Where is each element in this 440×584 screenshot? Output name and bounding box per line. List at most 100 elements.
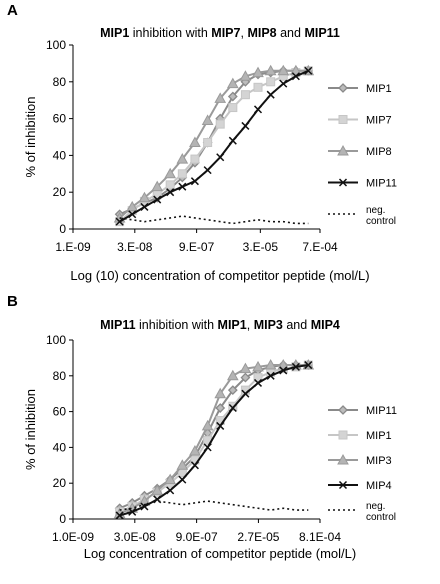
data-point: [279, 366, 288, 375]
legend-entry: MIP4: [328, 480, 392, 492]
chart-a: 0 20 40 60 80 100 % of inhibition 1.E-09 3.E-08 9…: [23, 38, 397, 254]
x-tick-label: 1.0E-09: [52, 530, 94, 544]
series-line: [119, 69, 309, 223]
title-fragment: MIP3: [253, 318, 283, 332]
data-point: [189, 444, 201, 456]
legend-entry: MIP11: [328, 405, 397, 417]
legend-marker: [338, 115, 348, 124]
legend-label: MIP11: [366, 405, 397, 417]
data-point: [239, 70, 252, 81]
data-point: [190, 177, 199, 186]
data-point: [227, 385, 238, 396]
x-tick-label: 3.0E-08: [114, 530, 156, 544]
data-point: [126, 200, 139, 212]
legend-entry: neg.control: [328, 501, 396, 523]
data-point: [201, 419, 214, 431]
panel-label-a: A: [7, 2, 18, 19]
title-fragment: MIP8: [247, 26, 277, 40]
title-fragment: and: [282, 318, 311, 332]
x-axis-label-a: Log (10) concentration of competitor pep…: [70, 268, 370, 283]
data-point: [216, 421, 225, 430]
legend-label: control: [366, 216, 396, 227]
data-point: [253, 373, 263, 383]
data-point: [228, 103, 238, 113]
series-line: [119, 364, 309, 515]
legend-marker: [338, 405, 348, 415]
legend-entry: MIP1: [328, 83, 392, 95]
legend-entry: MIP1: [328, 430, 392, 442]
data-point: [240, 372, 251, 383]
data-point: [115, 511, 124, 520]
title-fragment: MIP11: [304, 26, 340, 40]
data-point: [241, 121, 250, 130]
title-fragment: inhibition with: [129, 26, 212, 40]
x-tick-label: 3.E-08: [117, 240, 153, 254]
data-point: [164, 473, 177, 485]
data-point: [215, 403, 226, 413]
series-line: [118, 69, 309, 223]
data-point: [189, 136, 201, 148]
legend-label: MIP11: [366, 178, 397, 190]
data-point: [253, 82, 263, 92]
x-axis-label-b: Log concentration of competitor peptide …: [83, 546, 357, 561]
panel-label-b: B: [7, 293, 18, 310]
legend-label: MIP1: [366, 83, 392, 95]
x-tick-label: 9.0E-07: [176, 530, 218, 544]
data-point: [176, 459, 189, 470]
data-point: [138, 191, 151, 203]
legend-marker: [337, 453, 349, 465]
y-tick-label: 20: [53, 476, 67, 490]
legend-label: MIP3: [366, 455, 392, 467]
data-point: [166, 486, 175, 495]
data-point: [277, 64, 290, 76]
data-point: [228, 136, 237, 145]
data-point: [153, 195, 162, 204]
legend-label: neg.: [366, 501, 385, 512]
y-tick-label: 80: [53, 75, 67, 89]
y-tick-label: 20: [53, 185, 67, 199]
series-mip11: [115, 66, 313, 226]
data-point: [140, 502, 149, 511]
legend-marker: [338, 178, 348, 187]
data-point: [203, 166, 212, 175]
data-point: [151, 484, 164, 495]
data-point: [128, 507, 137, 516]
legend-label: neg.: [366, 205, 385, 216]
data-point: [190, 154, 200, 164]
y-axis-label: % of inhibition: [23, 97, 38, 178]
data-point: [291, 72, 300, 81]
series-neg-control: [119, 215, 309, 225]
series-mip8: [113, 64, 315, 223]
data-point: [164, 167, 177, 179]
y-tick-label: 100: [46, 333, 66, 347]
chart-title-b: MIP11 inhibition with MIP1, MIP3 and MIP…: [0, 318, 440, 332]
title-fragment: inhibition with: [135, 318, 218, 332]
data-point: [279, 79, 288, 88]
data-point: [178, 475, 187, 484]
data-point: [240, 90, 250, 100]
legend-label: MIP4: [366, 480, 392, 492]
data-point: [151, 180, 164, 192]
series-mip4: [115, 361, 313, 520]
data-point: [140, 202, 149, 211]
y-tick-label: 60: [53, 112, 67, 126]
title-fragment: MIP11: [100, 318, 136, 332]
data-point: [203, 138, 213, 148]
data-point: [115, 217, 124, 226]
legend-entry: MIP7: [328, 115, 392, 127]
legend-entry: MIP8: [328, 144, 392, 158]
y-tick-label: 0: [59, 512, 66, 526]
series-line: [119, 215, 309, 225]
title-fragment: ,: [246, 318, 254, 332]
title-fragment: MIP7: [211, 26, 241, 40]
legend-entry: MIP3: [328, 453, 392, 467]
data-point: [226, 77, 239, 89]
data-point: [190, 461, 199, 470]
data-point: [203, 443, 212, 452]
y-tick-label: 40: [53, 440, 67, 454]
data-point: [228, 401, 238, 411]
x-tick-label: 3.E-05: [243, 240, 279, 254]
data-point: [214, 387, 227, 399]
data-point: [253, 105, 263, 114]
legend-entry: MIP11: [328, 178, 397, 190]
